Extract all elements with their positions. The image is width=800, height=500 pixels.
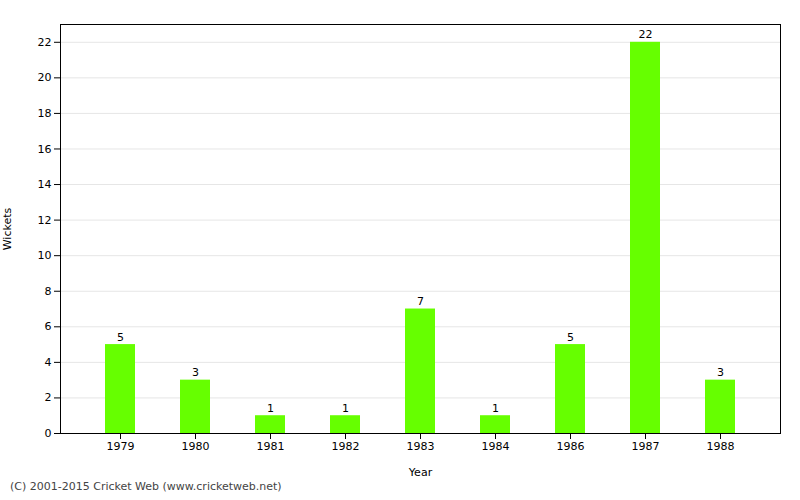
svg-text:3: 3	[192, 366, 199, 379]
svg-text:1984: 1984	[482, 440, 510, 453]
svg-text:6: 6	[45, 320, 52, 333]
svg-text:3: 3	[717, 366, 724, 379]
svg-text:1: 1	[342, 402, 349, 415]
svg-text:1979: 1979	[107, 440, 135, 453]
svg-text:1980: 1980	[182, 440, 210, 453]
svg-text:1987: 1987	[632, 440, 660, 453]
svg-text:2: 2	[45, 391, 52, 404]
svg-text:1: 1	[492, 402, 499, 415]
svg-text:22: 22	[639, 28, 653, 41]
svg-text:5: 5	[567, 331, 574, 344]
svg-text:1: 1	[267, 402, 274, 415]
svg-text:10: 10	[38, 249, 52, 262]
svg-text:1986: 1986	[557, 440, 585, 453]
svg-text:1983: 1983	[407, 440, 435, 453]
svg-text:22: 22	[38, 36, 52, 49]
svg-text:12: 12	[38, 214, 52, 227]
svg-text:20: 20	[38, 71, 52, 84]
svg-text:1981: 1981	[257, 440, 285, 453]
svg-text:8: 8	[45, 285, 52, 298]
svg-text:1988: 1988	[707, 440, 735, 453]
svg-text:5: 5	[117, 331, 124, 344]
svg-text:0: 0	[45, 427, 52, 440]
svg-text:Year: Year	[408, 466, 433, 479]
svg-text:18: 18	[38, 107, 52, 120]
html-text:(C) 2001-2015 Cricket Web (www: (C) 2001-2015 Cricket Web (www.cricketwe…	[10, 480, 282, 493]
svg-text:14: 14	[38, 178, 52, 191]
svg-text:16: 16	[38, 142, 52, 155]
svg-text:7: 7	[417, 295, 424, 308]
svg-text:4: 4	[45, 356, 52, 369]
svg-text:Wickets: Wickets	[1, 207, 14, 250]
svg-text:1982: 1982	[332, 440, 360, 453]
